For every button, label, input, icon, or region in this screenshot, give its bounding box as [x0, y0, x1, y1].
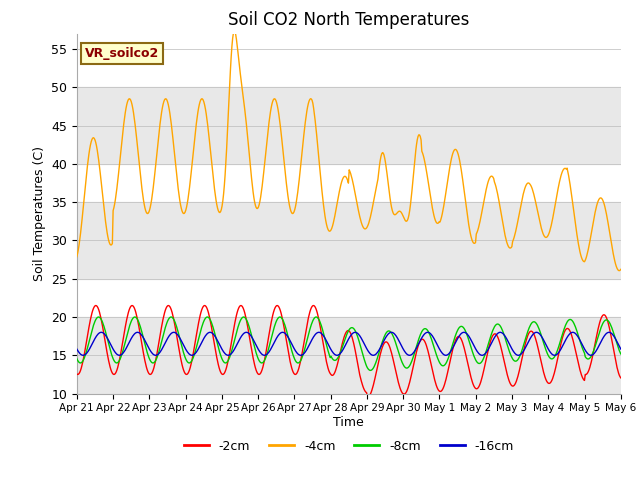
Legend: -2cm, -4cm, -8cm, -16cm: -2cm, -4cm, -8cm, -16cm [179, 434, 519, 457]
Title: Soil CO2 North Temperatures: Soil CO2 North Temperatures [228, 11, 470, 29]
Bar [77, 87, 621, 164]
Y-axis label: Soil Temperatures (C): Soil Temperatures (C) [33, 146, 45, 281]
X-axis label: Time: Time [333, 416, 364, 429]
Bar [77, 202, 621, 279]
Text: VR_soilco2: VR_soilco2 [85, 47, 159, 60]
Bar [77, 317, 621, 394]
